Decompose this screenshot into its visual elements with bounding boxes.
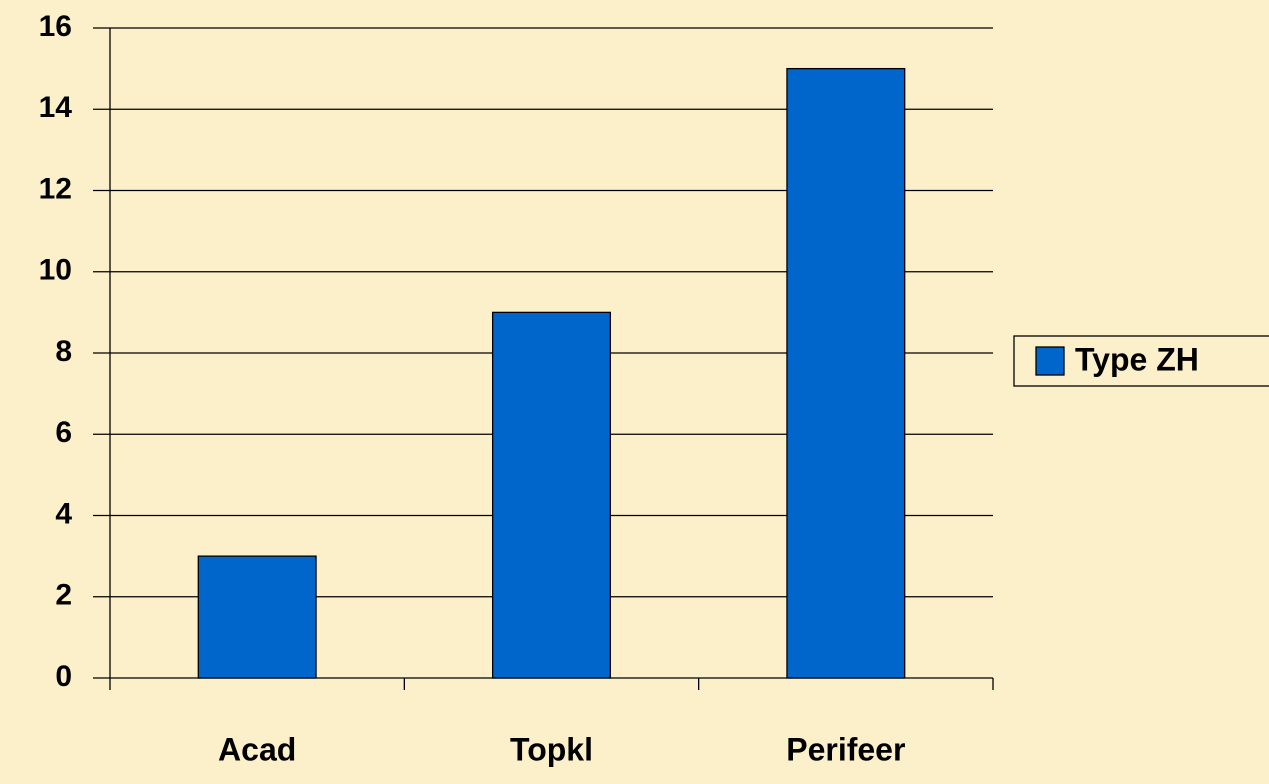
y-tick-label: 14 xyxy=(39,91,73,124)
y-tick-label: 12 xyxy=(39,172,72,205)
y-tick-label: 16 xyxy=(39,10,72,43)
legend-label: Type ZH xyxy=(1075,341,1199,377)
x-tick-label: Topkl xyxy=(510,731,593,767)
y-tick-label: 6 xyxy=(55,416,72,449)
bar xyxy=(786,67,906,679)
y-tick-label: 2 xyxy=(55,579,72,612)
y-tick-label: 8 xyxy=(55,335,72,368)
y-tick-label: 0 xyxy=(55,660,72,693)
x-tick-label: Perifeer xyxy=(786,731,905,767)
y-tick-label: 4 xyxy=(55,497,72,530)
bar xyxy=(197,555,317,679)
bar xyxy=(491,311,612,679)
legend-swatch xyxy=(1035,346,1065,376)
x-tick-label: Acad xyxy=(218,731,296,767)
legend-box xyxy=(1013,335,1269,387)
y-tick-label: 10 xyxy=(39,254,72,287)
